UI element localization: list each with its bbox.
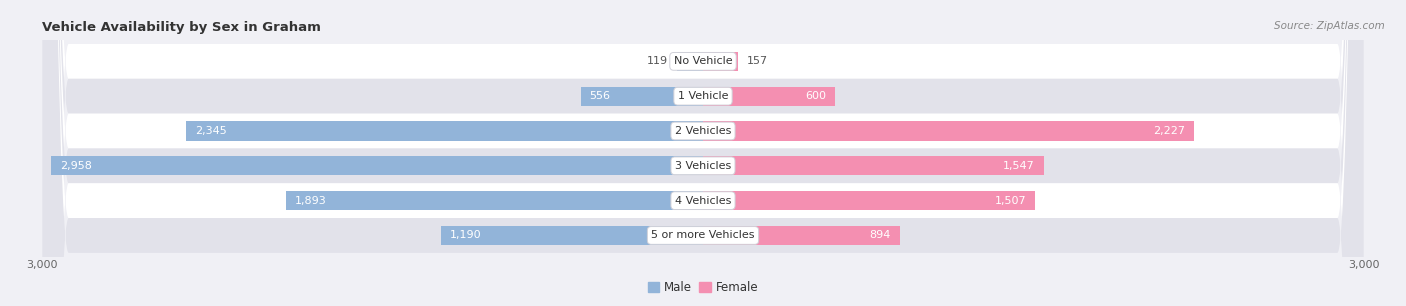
FancyBboxPatch shape: [42, 0, 1364, 306]
Text: 894: 894: [870, 230, 891, 241]
Text: 1,547: 1,547: [1004, 161, 1035, 171]
Text: 3 Vehicles: 3 Vehicles: [675, 161, 731, 171]
Bar: [52, 156, 703, 175]
FancyBboxPatch shape: [42, 0, 1364, 306]
Text: 1 Vehicle: 1 Vehicle: [678, 91, 728, 101]
Text: 2,958: 2,958: [60, 161, 93, 171]
Bar: [187, 121, 703, 140]
Text: 2,345: 2,345: [195, 126, 226, 136]
Text: 600: 600: [806, 91, 827, 101]
Bar: [703, 191, 1035, 210]
Text: 1,507: 1,507: [994, 196, 1026, 206]
Bar: [703, 87, 835, 106]
Bar: [703, 156, 1043, 175]
Text: No Vehicle: No Vehicle: [673, 56, 733, 66]
Text: 4 Vehicles: 4 Vehicles: [675, 196, 731, 206]
FancyBboxPatch shape: [42, 0, 1364, 306]
Bar: [581, 87, 703, 106]
Text: 1,893: 1,893: [295, 196, 326, 206]
Text: 5 or more Vehicles: 5 or more Vehicles: [651, 230, 755, 241]
Bar: [703, 226, 900, 245]
FancyBboxPatch shape: [42, 0, 1364, 306]
Text: 2 Vehicles: 2 Vehicles: [675, 126, 731, 136]
Bar: [441, 226, 703, 245]
Text: 556: 556: [589, 91, 610, 101]
Bar: [285, 191, 703, 210]
Text: 2,227: 2,227: [1153, 126, 1185, 136]
Text: 119: 119: [647, 56, 668, 66]
FancyBboxPatch shape: [42, 0, 1364, 306]
Bar: [703, 52, 738, 71]
Text: Vehicle Availability by Sex in Graham: Vehicle Availability by Sex in Graham: [42, 21, 321, 35]
Legend: Male, Female: Male, Female: [643, 277, 763, 299]
Bar: [676, 52, 703, 71]
Text: Source: ZipAtlas.com: Source: ZipAtlas.com: [1274, 21, 1385, 32]
Text: 1,190: 1,190: [450, 230, 481, 241]
Text: 157: 157: [747, 56, 768, 66]
Bar: [703, 121, 1194, 140]
FancyBboxPatch shape: [42, 0, 1364, 306]
